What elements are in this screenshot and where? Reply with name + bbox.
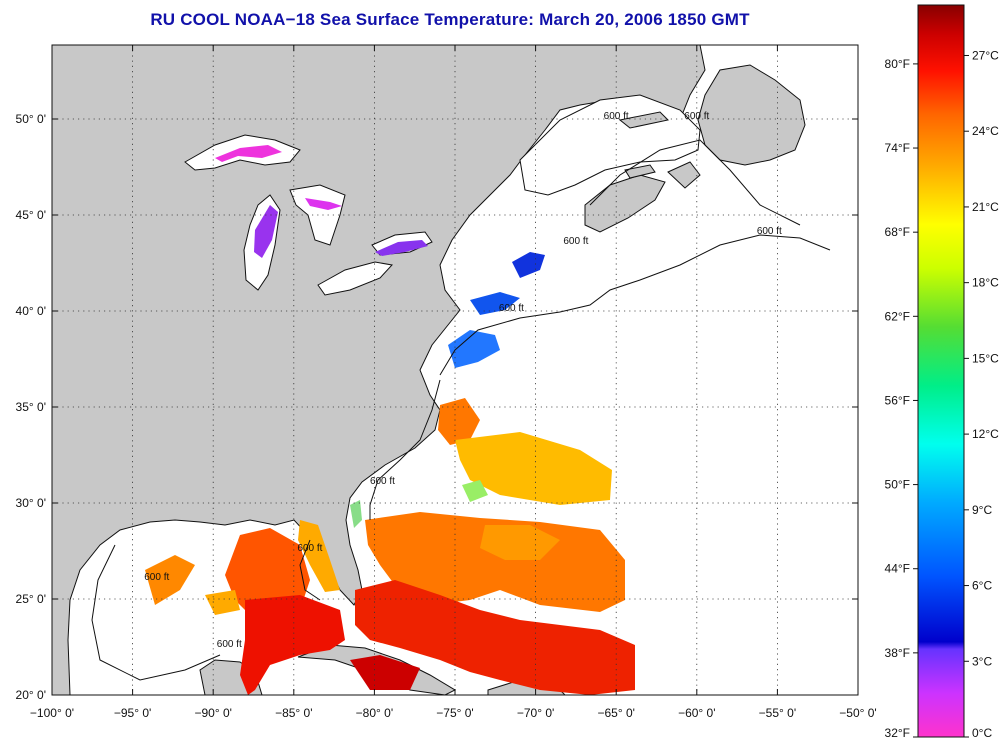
lat-tick-label: 45° 0' bbox=[16, 208, 46, 222]
lake-sst-patches bbox=[215, 145, 428, 258]
colorbar-f-label: 32°F bbox=[885, 726, 910, 740]
graticule bbox=[52, 45, 858, 695]
lat-tick-label: 30° 0' bbox=[16, 496, 46, 510]
colorbar-c-label: 18°C bbox=[972, 276, 999, 290]
lat-tick-label: 25° 0' bbox=[16, 592, 46, 606]
colorbar-f-label: 44°F bbox=[885, 562, 910, 576]
colorbar-c-label: 6°C bbox=[972, 579, 992, 593]
isobath-label: 600 ft bbox=[370, 476, 395, 487]
colorbar-c-label: 9°C bbox=[972, 503, 992, 517]
colorbar-c-label: 0°C bbox=[972, 726, 992, 740]
colorbar bbox=[917, 4, 965, 738]
colorbar-f-label: 56°F bbox=[885, 393, 910, 407]
lon-tick-label: −85° 0' bbox=[275, 706, 312, 720]
colorbar-c-label: 27°C bbox=[972, 48, 999, 62]
colorbar-f-label: 80°F bbox=[885, 57, 910, 71]
lat-tick-label: 20° 0' bbox=[16, 688, 46, 702]
lon-tick-label: −80° 0' bbox=[356, 706, 393, 720]
isobath-lines bbox=[91, 139, 831, 681]
colorbar-f-label: 38°F bbox=[885, 646, 910, 660]
colorbar-c-label: 12°C bbox=[972, 427, 999, 441]
lon-tick-label: −50° 0' bbox=[839, 706, 876, 720]
cape-breton-land bbox=[667, 161, 701, 189]
isobath-label: 600 ft bbox=[563, 236, 588, 247]
lon-tick-label: −70° 0' bbox=[517, 706, 554, 720]
isobath-label: 600 ft bbox=[144, 572, 169, 583]
colorbar-c-label: 21°C bbox=[972, 200, 999, 214]
lon-tick-label: −75° 0' bbox=[436, 706, 473, 720]
land-masses bbox=[52, 45, 806, 695]
colorbar-ticks: 80°F 74°F 68°F 62°F 56°F 50°F 44°F 38°F 32°F 27°C… bbox=[885, 48, 1000, 740]
lon-tick-label: −60° 0' bbox=[678, 706, 715, 720]
isobath-label: 600 ft bbox=[757, 226, 782, 237]
lat-tick-label: 50° 0' bbox=[16, 112, 46, 126]
lon-tick-label: −55° 0' bbox=[759, 706, 796, 720]
map-title: RU COOL NOAA−18 Sea Surface Temperature:… bbox=[150, 10, 750, 29]
isobath-labels: 600 ft 600 ft 600 ft 600 ft 600 ft 600 ft 600 … bbox=[144, 111, 782, 650]
colorbar-f-label: 74°F bbox=[885, 141, 910, 155]
colorbar-f-label: 68°F bbox=[885, 225, 910, 239]
colorbar-f-label: 50°F bbox=[885, 478, 910, 492]
isobath-label: 600 ft bbox=[297, 543, 322, 554]
lon-tick-label: −90° 0' bbox=[194, 706, 231, 720]
isobath-label: 600 ft bbox=[217, 639, 242, 650]
anticosti-island bbox=[618, 111, 670, 129]
colorbar-c-label: 3°C bbox=[972, 654, 992, 668]
lat-tick-label: 35° 0' bbox=[16, 400, 46, 414]
colorbar-f-label: 62°F bbox=[885, 309, 910, 323]
map-axes: −100° 0' −95° 0' −90° 0' −85° 0' −80° 0' −75°… bbox=[16, 45, 877, 720]
isobath-label: 600 ft bbox=[499, 303, 524, 314]
lon-tick-label: −65° 0' bbox=[597, 706, 634, 720]
lake-erie bbox=[317, 261, 393, 296]
colorbar-c-label: 24°C bbox=[972, 124, 999, 138]
nova-scotia-land bbox=[584, 174, 666, 233]
pei-land bbox=[624, 164, 656, 179]
isobath-label: 600 ft bbox=[604, 111, 629, 122]
lon-tick-label: −95° 0' bbox=[114, 706, 151, 720]
lat-tick-label: 40° 0' bbox=[16, 304, 46, 318]
isobath-label: 600 ft bbox=[684, 111, 709, 122]
colorbar-c-label: 15°C bbox=[972, 351, 999, 365]
sst-data-field bbox=[145, 252, 635, 695]
north-america-land bbox=[52, 45, 706, 695]
lon-tick-label: −100° 0' bbox=[30, 706, 74, 720]
